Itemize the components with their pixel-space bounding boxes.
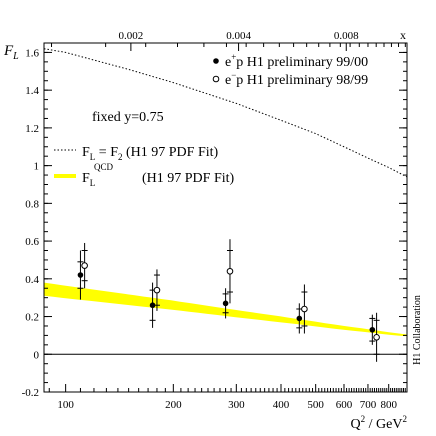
y-tick-label: 1.6 bbox=[25, 47, 39, 59]
x-tick-label: 300 bbox=[228, 399, 245, 411]
top-axis-tick-label: 0.002 bbox=[119, 30, 144, 42]
top-axis-tick-label: 0.008 bbox=[334, 30, 359, 42]
axes-layer: -0.2 0 0.2 0.4 0.6 0.8 1 1.2 1.4 1.6 100 200 300 400 5… bbox=[22, 30, 407, 411]
data-point-filled bbox=[77, 272, 84, 278]
collaboration-label: H1 Collaboration bbox=[412, 295, 423, 365]
data-point-open bbox=[301, 305, 308, 313]
y-tick-label: 1 bbox=[34, 161, 40, 173]
y-tick-label: 0.6 bbox=[25, 236, 39, 248]
data-point-filled bbox=[222, 300, 229, 307]
x-tick-label: 100 bbox=[57, 399, 74, 411]
legend-series-99-00: e+p H1 preliminary 99/00 bbox=[225, 52, 368, 70]
x-tick-label: 600 bbox=[336, 399, 353, 411]
fixed-y-label: fixed y=0.75 bbox=[92, 110, 164, 125]
data-point-filled bbox=[369, 326, 376, 333]
legend-fl-qcd: FL bbox=[82, 171, 95, 188]
y-tick-label: 1.2 bbox=[25, 123, 39, 135]
data-point-open bbox=[153, 286, 161, 294]
x-tick-label: 700 bbox=[360, 399, 377, 411]
x-tick-label: 800 bbox=[380, 399, 397, 411]
points-layer bbox=[77, 239, 380, 362]
top-axis-label: x bbox=[400, 28, 406, 42]
fl-equals-f2-curve bbox=[43, 48, 408, 178]
legend-fl-qcd-sup: QCD bbox=[94, 162, 114, 172]
data-point-open bbox=[226, 267, 234, 275]
top-axis-tick-label: 0.004 bbox=[226, 30, 251, 42]
y-tick-label: 0 bbox=[34, 349, 40, 361]
x-axis-label: Q2 / GeV2 bbox=[351, 414, 407, 432]
legend-marker-filled bbox=[213, 58, 219, 64]
data-point-open bbox=[373, 333, 380, 341]
y-tick-label: 0.8 bbox=[25, 198, 39, 210]
y-tick-label: -0.2 bbox=[22, 387, 39, 399]
legend-series-98-99: e−p H1 preliminary 98/99 bbox=[225, 70, 368, 88]
legend-fl-qcd-fit: (H1 97 PDF Fit) bbox=[142, 171, 235, 186]
data-point-open bbox=[81, 262, 88, 269]
curve-layer bbox=[43, 48, 408, 178]
data-point-filled bbox=[296, 315, 303, 322]
y-tick-label: 0.2 bbox=[25, 312, 39, 324]
plot-frame bbox=[43, 42, 408, 393]
legend-marker-open bbox=[212, 75, 220, 83]
x-tick-label: 200 bbox=[165, 399, 182, 411]
x-tick-label: 500 bbox=[307, 399, 324, 411]
x-tick-label: 400 bbox=[273, 399, 290, 411]
y-tick-label: 1.4 bbox=[25, 85, 39, 97]
legend-fl-f2: FL = F2 (H1 97 PDF Fit) bbox=[82, 145, 219, 162]
y-axis-label: FL bbox=[3, 43, 19, 62]
y-tick-label: 0.4 bbox=[25, 274, 39, 286]
data-point-filled bbox=[149, 302, 156, 309]
legend: e+p H1 preliminary 99/00 e−p H1 prelimin… bbox=[54, 52, 368, 188]
